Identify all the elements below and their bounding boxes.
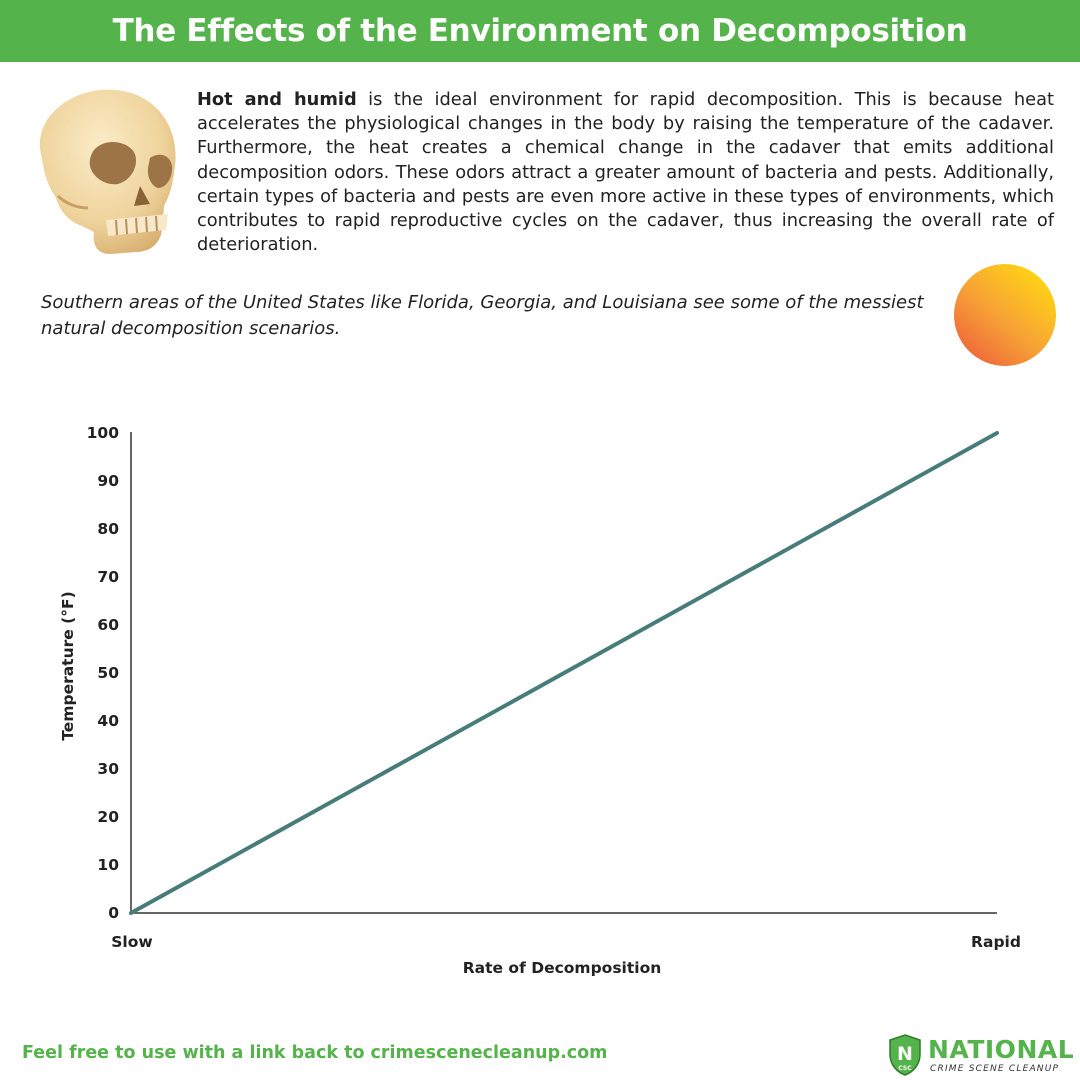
y-tick-label: 30 [97, 760, 119, 778]
intro-paragraph: Hot and humid is the ideal environment f… [197, 88, 1054, 257]
shield-icon: N CSC [889, 1034, 921, 1076]
logo-badge-letter: N [897, 1043, 913, 1065]
intro-lead: Hot and humid [197, 89, 357, 110]
logo-badge-small: CSC [898, 1065, 912, 1072]
logo-tagline: CRIME SCENE CLEANUP [930, 1064, 1060, 1074]
y-tick-label: 20 [97, 808, 119, 826]
y-axis-label: Temperature (°F) [59, 591, 77, 740]
title-banner: The Effects of the Environment on Decomp… [0, 0, 1080, 62]
southern-note: Southern areas of the United States like… [41, 292, 924, 339]
y-tick-label: 0 [108, 904, 119, 922]
y-tick-label: 70 [97, 568, 119, 586]
series-line [129, 431, 999, 915]
y-tick-label: 50 [97, 664, 119, 682]
y-tick-label: 60 [97, 616, 119, 634]
company-logo: N CSC NATIONAL CRIME SCENE CLEANUP [888, 1033, 1075, 1077]
logo-word: NATIONAL [928, 1035, 1075, 1064]
y-tick-label: 40 [97, 712, 119, 730]
page-title: The Effects of the Environment on Decomp… [112, 13, 968, 49]
y-tick-label: 90 [97, 472, 119, 490]
intro-text: is the ideal environment for rapid decom… [197, 89, 1054, 256]
x-axis-label: Rate of Decomposition [463, 959, 662, 977]
y-tick-label: 100 [87, 424, 120, 442]
y-tick-label: 10 [97, 856, 119, 874]
skull-icon [39, 89, 176, 254]
sun-icon [954, 264, 1056, 366]
y-ticks: 0 10 20 30 40 50 60 70 80 90 100 [87, 424, 120, 922]
y-tick-label: 80 [97, 520, 119, 538]
x-tick-label-rapid: Rapid [971, 933, 1021, 951]
x-tick-label-slow: Slow [111, 933, 152, 951]
footer-link-text[interactable]: Feel free to use with a link back to cri… [22, 1043, 608, 1063]
chart: 0 10 20 30 40 50 60 70 80 90 100 Slow Rapid Rate o… [59, 424, 1021, 977]
